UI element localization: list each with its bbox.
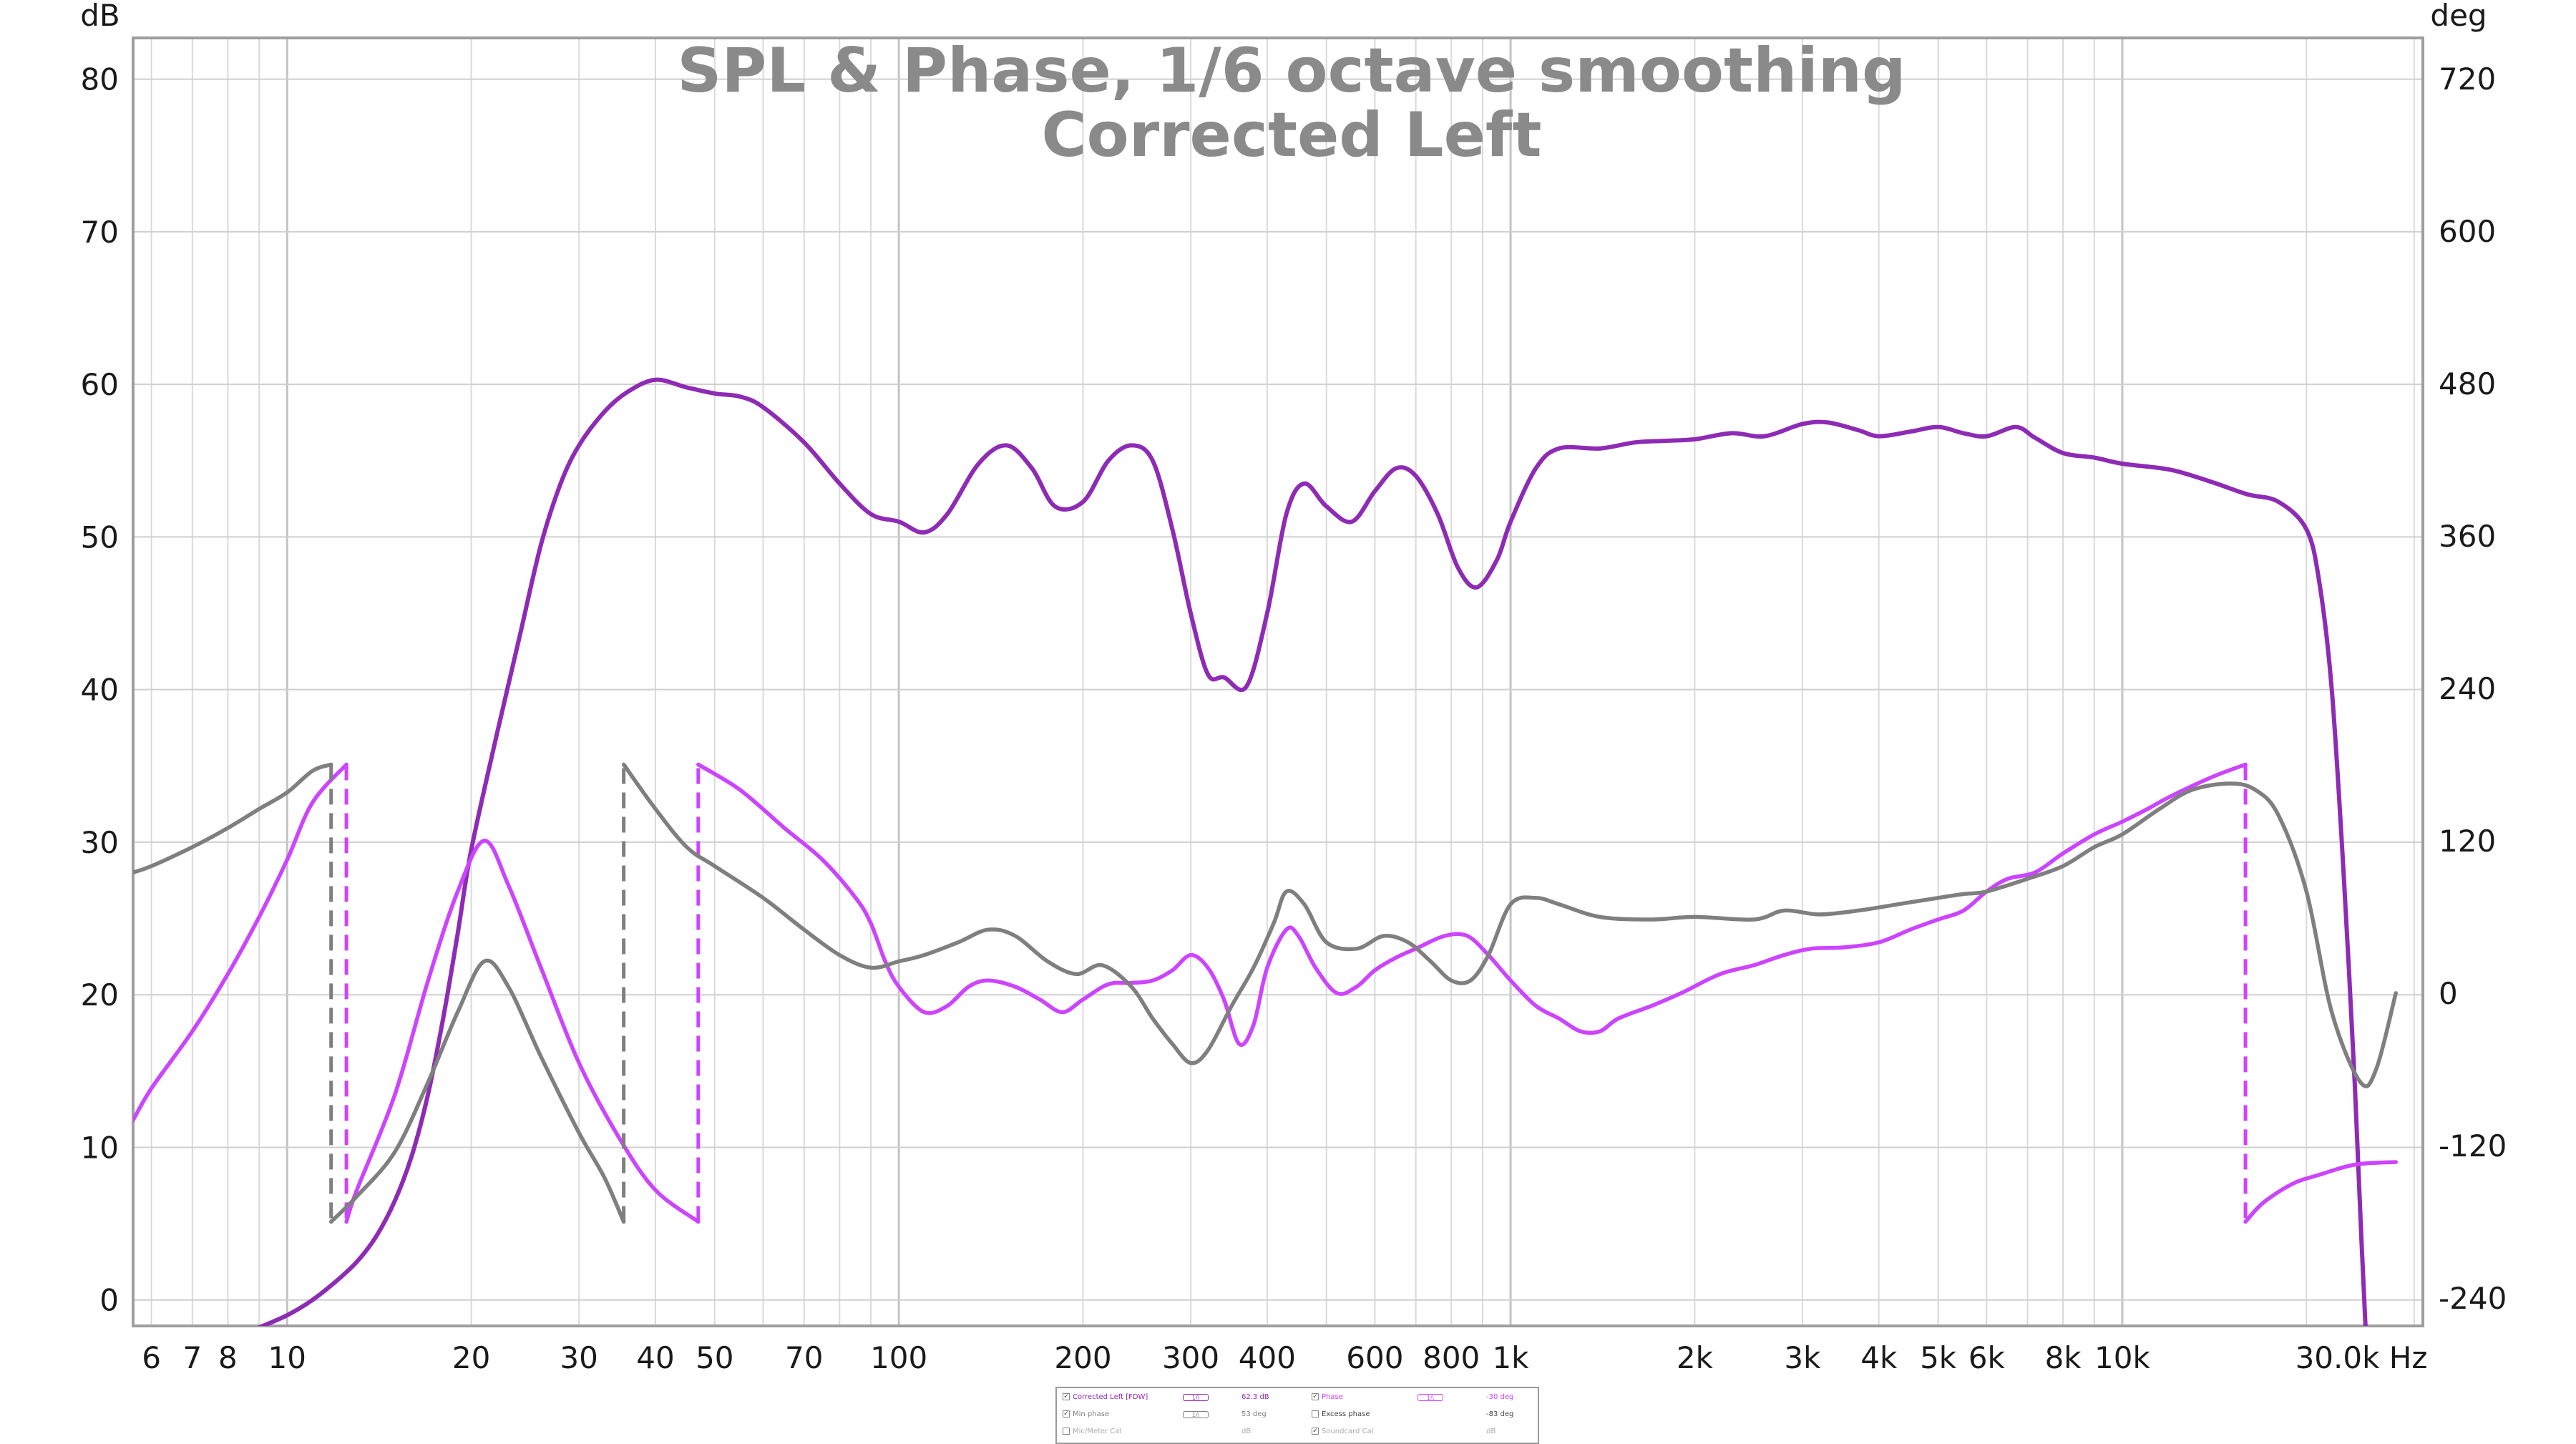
- legend-row: Mic/Meter Cal dB ✓ Soundcard Cal dB: [1057, 1424, 1538, 1441]
- y-right-tick-label: -120: [2439, 1128, 2507, 1164]
- y-left-tick-label: 50: [81, 519, 119, 555]
- legend-series-label: Min phase: [1073, 1410, 1110, 1418]
- legend-smoothing-button[interactable]: 1/\: [1183, 1411, 1209, 1418]
- legend-smoothing-button[interactable]: 1/\: [1183, 1394, 1209, 1401]
- legend-checkbox[interactable]: [1063, 1428, 1070, 1435]
- y-right-tick-label: 240: [2439, 671, 2496, 706]
- legend-series-label: Mic/Meter Cal: [1073, 1428, 1122, 1435]
- x-tick-label: 400: [1239, 1340, 1296, 1375]
- legend-value: -83 deg: [1486, 1410, 1514, 1418]
- x-tick-label: 3k: [1784, 1340, 1821, 1375]
- y-left-tick-label: 40: [81, 673, 119, 708]
- legend-series-label: Excess phase: [1322, 1410, 1370, 1418]
- series-line-phase: [133, 762, 348, 1123]
- series-line-min-phase: [621, 762, 2398, 1088]
- y-right-tick-label: 360: [2439, 519, 2496, 554]
- x-tick-label: 200: [1054, 1340, 1111, 1375]
- y-left-axis-label: dB: [80, 0, 119, 33]
- x-tick-label: 100: [870, 1340, 927, 1375]
- legend-checkbox[interactable]: ✓: [1312, 1393, 1319, 1400]
- y-left-tick-label: 30: [81, 825, 119, 860]
- legend-series-label: Corrected Left [FDW]: [1073, 1393, 1148, 1401]
- x-tick-label: 10: [268, 1340, 306, 1375]
- legend-value: 53 deg: [1241, 1410, 1267, 1418]
- x-tick-label: 30: [560, 1340, 597, 1375]
- chart-subtitle: Corrected Left: [1042, 99, 1542, 171]
- x-tick-label: 50: [696, 1340, 733, 1375]
- x-tick-label: 40: [636, 1340, 674, 1375]
- plot-frame: [132, 36, 2424, 1327]
- y-right-tick-label: 720: [2439, 62, 2496, 97]
- x-tick-label: 6k: [1968, 1340, 2006, 1375]
- legend-series-label: Phase: [1322, 1393, 1343, 1401]
- y-right-axis-label: deg: [2430, 0, 2487, 33]
- legend-value: dB: [1241, 1428, 1252, 1435]
- legend-smoothing-button[interactable]: 1/\: [1418, 1394, 1443, 1401]
- y-left-tick-label: 10: [81, 1130, 119, 1165]
- legend: ✓ Corrected Left [FDW] 1/\ 62.3 dB ✓ Phase 1/\…: [1055, 1387, 1539, 1444]
- y-right-tick-label: 120: [2439, 824, 2496, 859]
- legend-row: ✓ Corrected Left [FDW] 1/\ 62.3 dB ✓ Phase 1/\…: [1057, 1390, 1538, 1407]
- x-tick-label: 600: [1346, 1340, 1403, 1375]
- series-line-phase: [344, 839, 701, 1224]
- y-left-tick-label: 60: [81, 367, 119, 402]
- series-line-phase: [2243, 1160, 2398, 1224]
- y-left-tick-label: 70: [81, 215, 119, 250]
- x-tick-label: 8k: [2045, 1340, 2082, 1375]
- x-tick-label: 4k: [1860, 1340, 1898, 1375]
- series-layer: [133, 377, 2398, 1326]
- x-tick-label: 20: [452, 1340, 490, 1375]
- axis-layer: 6 7 8 10 20 30 40 50 70 100 200 300 400 600 800 1k 2k 3k 4…: [81, 62, 2507, 1375]
- y-right-tick-label: 480: [2439, 366, 2496, 401]
- legend-checkbox[interactable]: ✓: [1063, 1393, 1070, 1400]
- x-tick-label: 800: [1423, 1340, 1480, 1375]
- x-tick-label: 70: [785, 1340, 823, 1375]
- series-line-min-phase: [328, 958, 626, 1224]
- x-tick-label: 6: [142, 1340, 161, 1375]
- legend-value: dB: [1486, 1428, 1496, 1435]
- x-tick-label: 300: [1162, 1340, 1219, 1375]
- legend-row: ✓ Min phase 1/\ 53 deg Excess phase -83 deg: [1057, 1407, 1538, 1424]
- y-left-tick-label: 0: [99, 1283, 119, 1318]
- x-tick-label: 5k: [1920, 1340, 1957, 1375]
- x-tick-label: 2k: [1677, 1340, 1714, 1375]
- legend-checkbox[interactable]: [1312, 1410, 1319, 1418]
- x-axis-end-label: 30.0k Hz: [2296, 1340, 2428, 1375]
- legend-checkbox[interactable]: ✓: [1312, 1428, 1319, 1435]
- y-left-tick-label: 80: [81, 62, 119, 97]
- series-line-corrected-left-fdw: [258, 377, 2368, 1326]
- legend-value: 62.3 dB: [1241, 1393, 1269, 1401]
- y-left-tick-label: 20: [81, 977, 119, 1013]
- grid-layer: [133, 38, 2423, 1326]
- series-line-min-phase: [133, 762, 333, 875]
- series-line-phase: [696, 762, 2248, 1047]
- x-tick-label: 8: [218, 1340, 238, 1375]
- x-tick-label: 7: [182, 1340, 202, 1375]
- x-tick-label: 10k: [2094, 1340, 2150, 1375]
- legend-series-label: Soundcard Cal: [1322, 1428, 1374, 1435]
- y-right-tick-label: 0: [2439, 976, 2458, 1011]
- y-right-tick-label: 600: [2439, 214, 2496, 249]
- y-right-tick-label: -240: [2439, 1281, 2507, 1316]
- legend-checkbox[interactable]: ✓: [1063, 1410, 1070, 1418]
- legend-value: -30 deg: [1486, 1393, 1514, 1401]
- series-group: [133, 377, 2398, 1326]
- x-tick-label: 1k: [1493, 1340, 1530, 1375]
- chart-title: SPL & Phase, 1/6 octave smoothing: [677, 35, 1906, 107]
